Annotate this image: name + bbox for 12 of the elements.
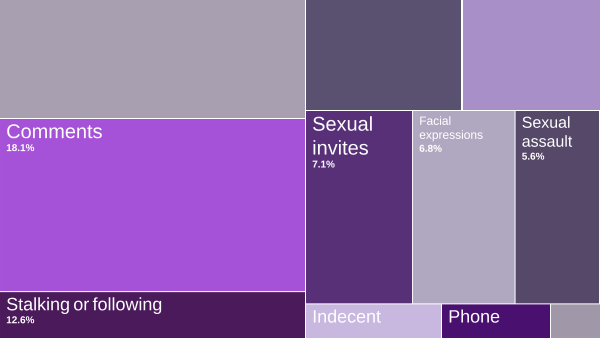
data-label: 7.1% [312, 160, 335, 168]
data-label: 12.6% [6, 316, 34, 324]
category-label: Indecent [314, 310, 381, 323]
category-label: Sexual invites [313, 116, 372, 155]
data-label: 5.6% [522, 152, 544, 160]
category-label: Sexual assault [522, 116, 572, 147]
category-label: Facial expressions [420, 116, 483, 142]
category-label: Comments [7, 124, 102, 138]
data-label: 18.1% [6, 144, 34, 152]
category-label: Stalking or following [7, 297, 162, 314]
data-label: 6.8% [420, 144, 442, 152]
category-label: Phone [450, 310, 500, 323]
